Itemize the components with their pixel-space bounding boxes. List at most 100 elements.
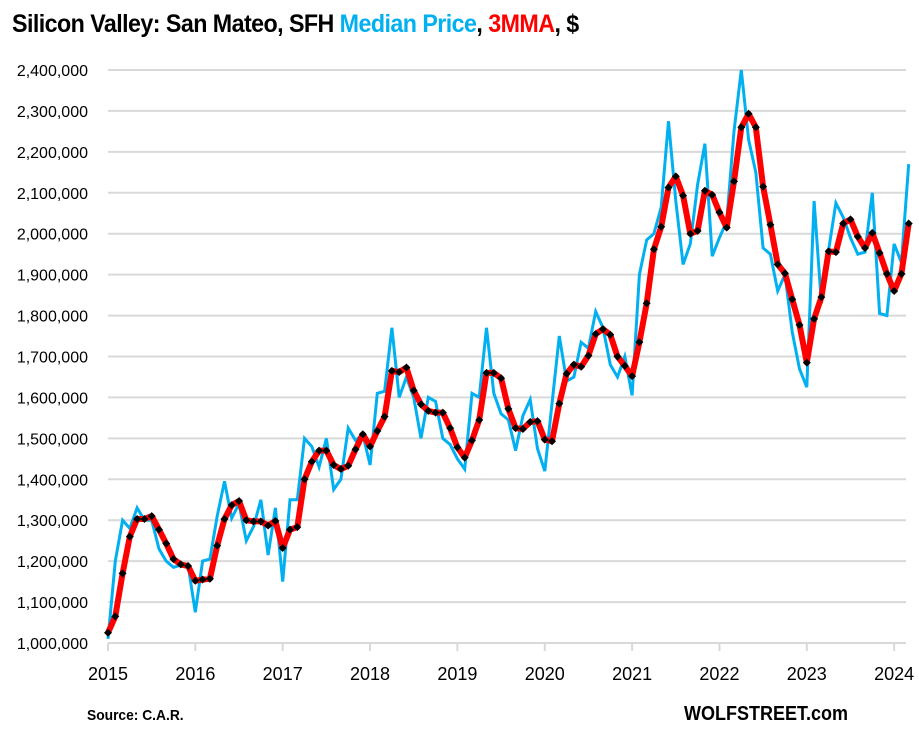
three-mma-marker: [824, 247, 833, 256]
title-currency: , $: [554, 10, 579, 38]
three-mma-marker: [810, 314, 819, 323]
source-note: Source: C.A.R.: [87, 707, 184, 724]
three-mma-marker: [198, 575, 207, 584]
y-tick-label: 1,700,000: [17, 350, 88, 367]
x-tick-label: 2020: [525, 664, 565, 684]
three-mma-marker: [598, 325, 607, 334]
three-mma-marker: [104, 628, 112, 637]
three-mma-marker: [686, 229, 695, 238]
three-mma-marker: [700, 186, 709, 195]
y-tick-label: 1,500,000: [17, 431, 88, 448]
three-mma-marker: [817, 293, 826, 302]
three-mma-marker: [424, 406, 433, 415]
three-mma-marker: [526, 417, 535, 426]
three-mma-marker: [402, 363, 411, 372]
three-mma-marker: [722, 223, 731, 232]
three-mma-marker: [795, 320, 804, 329]
three-mma-marker: [861, 244, 870, 253]
chart-title: Silicon Valley: San Mateo, SFH Median Pr…: [12, 10, 579, 39]
three-mma-marker: [140, 514, 149, 523]
three-mma-marker: [409, 386, 418, 395]
three-mma-marker: [358, 430, 367, 439]
three-mma-marker: [438, 408, 447, 417]
three-mma-marker: [853, 232, 862, 241]
three-mma-marker: [293, 523, 302, 532]
three-mma-marker: [715, 208, 724, 217]
three-mma-marker: [591, 329, 600, 338]
x-tick-label: 2018: [350, 664, 390, 684]
three-mma-marker: [285, 525, 294, 534]
x-tick-label: 2024: [874, 664, 914, 684]
x-tick-label: 2021: [612, 664, 652, 684]
three-mma-marker: [635, 338, 644, 347]
x-tick-label: 2022: [699, 664, 739, 684]
three-mma-marker: [620, 361, 629, 370]
three-mma-marker: [548, 437, 557, 446]
brand-watermark: WOLFSTREET.com: [684, 703, 849, 725]
three-mma-marker: [264, 521, 273, 530]
three-mma-marker: [890, 287, 899, 296]
three-mma-marker: [307, 457, 316, 466]
three-mma-marker: [460, 453, 469, 462]
y-tick-label: 1,900,000: [17, 268, 88, 285]
three-mma-marker: [242, 516, 251, 525]
three-mma-marker: [205, 574, 214, 583]
median-price-line: [106, 69, 911, 640]
three-mma-marker: [584, 351, 593, 360]
y-tick-label: 1,000,000: [17, 636, 88, 653]
three-mma-marker: [555, 399, 564, 408]
three-mma-marker: [766, 220, 775, 229]
three-mma-marker: [351, 445, 360, 454]
three-mma-marker: [235, 496, 244, 505]
three-mma-marker: [169, 555, 178, 564]
y-axis-tick-labels: 1,000,000 1,100,000 1,200,000 1,300,000 1,40…: [17, 63, 88, 653]
three-mma-marker: [213, 541, 222, 550]
three-mma-marker: [744, 109, 753, 118]
three-mma-marker: [176, 560, 185, 569]
three-mma-marker: [882, 269, 891, 278]
three-mma-marker: [569, 360, 578, 369]
three-mma-marker: [780, 269, 789, 278]
three-mma-marker: [336, 465, 345, 474]
three-mma-marker: [111, 612, 120, 621]
three-mma-marker: [839, 219, 848, 228]
title-median-price: Median Price: [339, 10, 477, 38]
x-tick-label: 2019: [437, 664, 477, 684]
three-mma-marker: [373, 426, 382, 435]
three-mma-marker: [897, 269, 906, 278]
three-mma-marker: [664, 183, 673, 192]
three-mma-marker: [162, 539, 171, 548]
three-mma-marker: [453, 443, 462, 452]
three-mma-marker: [417, 400, 426, 409]
three-mma-marker: [846, 215, 855, 224]
three-mma-marker: [788, 295, 797, 304]
three-mma-marker: [759, 182, 768, 191]
three-mma-marker: [802, 358, 811, 367]
three-mma-marker: [628, 372, 637, 381]
three-mma-marker: [504, 404, 513, 413]
three-mma-marker: [344, 461, 353, 470]
y-tick-label: 2,300,000: [17, 104, 88, 121]
three-mma-marker: [380, 412, 389, 421]
three-mma-marker: [191, 576, 200, 585]
three-mma-marker: [475, 415, 484, 424]
three-mma-marker: [118, 569, 127, 578]
three-mma-marker: [467, 436, 476, 445]
three-mma-marker: [737, 123, 746, 132]
y-tick-label: 1,800,000: [17, 309, 88, 326]
three-mma-marker: [875, 248, 884, 257]
three-mma-marker: [315, 446, 324, 455]
three-mma-marker: [577, 362, 586, 371]
three-mma-marker: [642, 299, 651, 308]
three-mma-marker: [511, 424, 520, 433]
title-sep: ,: [476, 10, 489, 38]
three-mma-marker: [657, 222, 666, 231]
three-mma-marker: [868, 228, 877, 237]
three-mma-line: [105, 110, 912, 635]
x-tick-label: 2023: [787, 664, 827, 684]
three-mma-marker: [489, 368, 498, 377]
three-mma-marker: [133, 514, 142, 523]
three-mma-marker: [278, 544, 287, 553]
three-mma-marker: [708, 190, 717, 199]
y-tick-label: 1,100,000: [17, 595, 88, 612]
